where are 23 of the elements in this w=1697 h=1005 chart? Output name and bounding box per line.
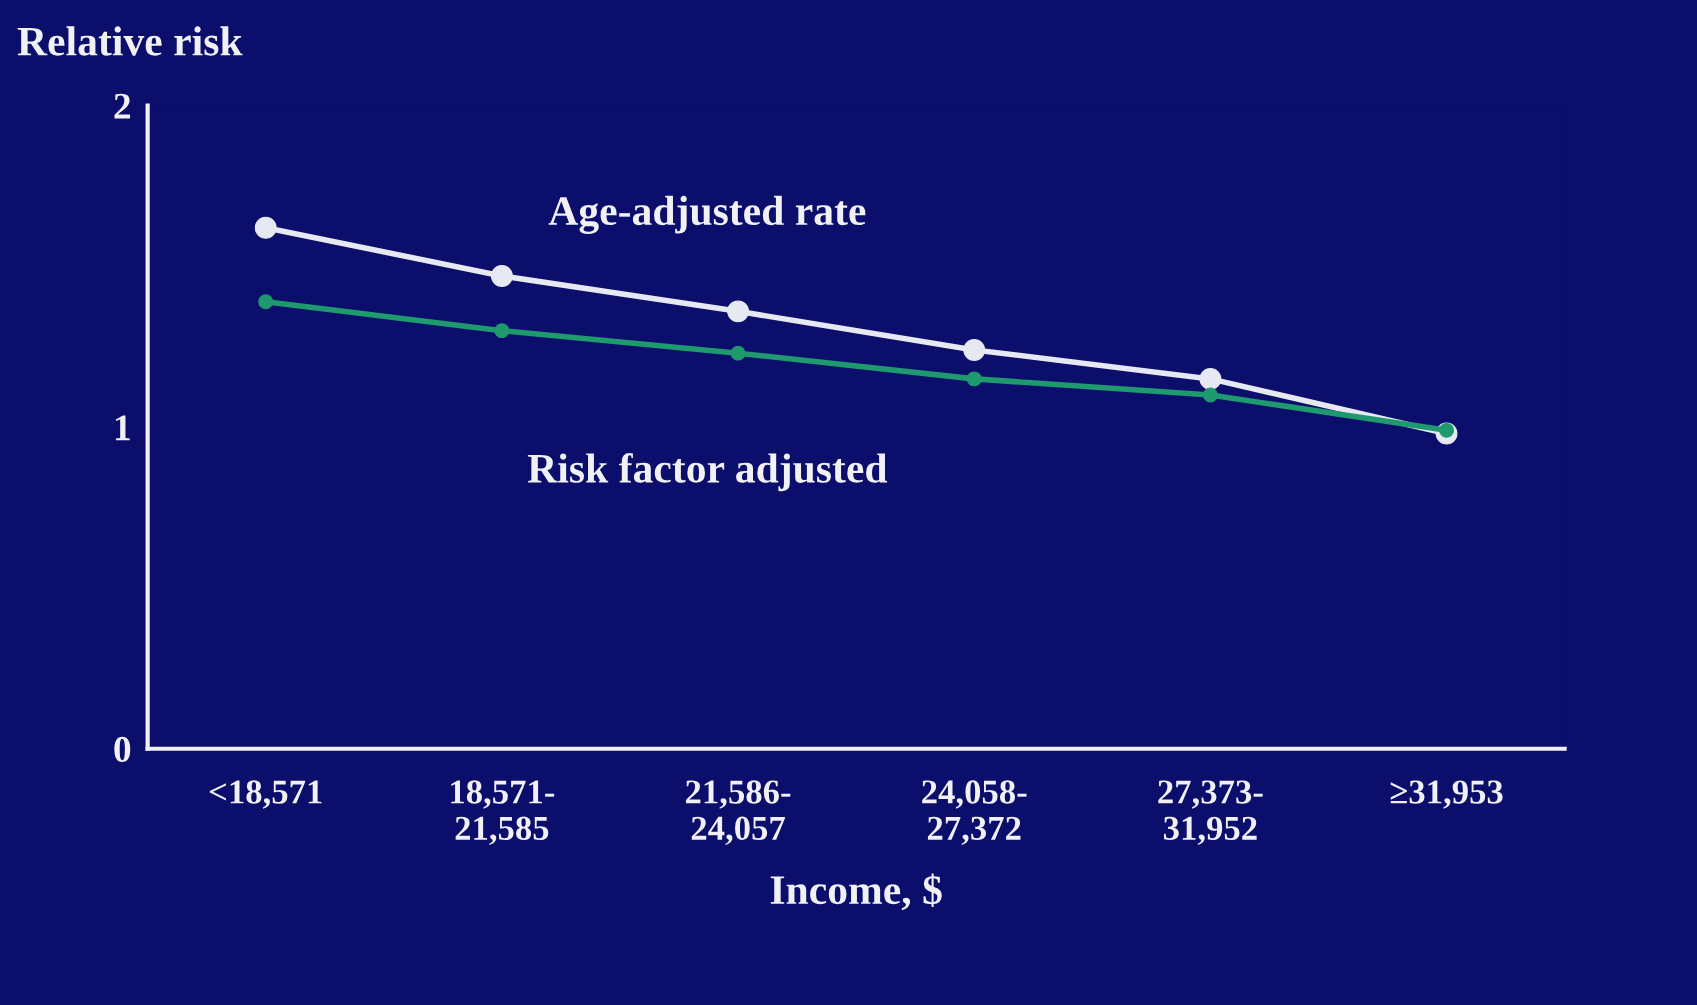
series-label: Risk factor adjusted: [527, 453, 888, 492]
series-label: Age-adjusted rate: [548, 195, 866, 234]
point: [963, 339, 986, 361]
x-axis-title: Income, $: [770, 873, 942, 911]
point: [494, 323, 510, 339]
point: [730, 345, 746, 361]
point: [254, 216, 277, 239]
x-tick-label: 27,373- 31,952: [1158, 780, 1263, 846]
x-tick-label: 24,058- 27,372: [922, 780, 1027, 846]
y-axis-title: Relative risk: [17, 26, 243, 56]
point: [490, 265, 513, 287]
point: [1202, 387, 1218, 403]
point: [1199, 367, 1222, 390]
point: [258, 294, 274, 310]
x-tick-label: 21,586- 24,057: [685, 780, 791, 846]
x-tick-label: <18,571: [209, 780, 322, 809]
point: [727, 300, 749, 323]
x-tick-label: ≥31,953: [1390, 780, 1503, 809]
y-tick-label: 0: [114, 736, 131, 763]
y-tick-label: 1: [115, 415, 130, 441]
y-tick-label: 2: [114, 93, 131, 119]
x-tick-label: 18,571- 21,585: [451, 780, 555, 846]
point: [966, 371, 982, 387]
